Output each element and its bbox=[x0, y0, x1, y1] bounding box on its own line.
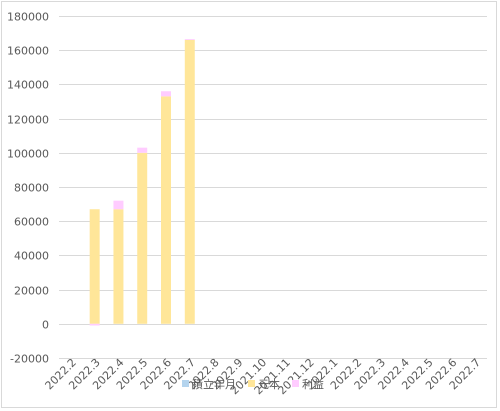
bar-元本-4 bbox=[161, 96, 171, 324]
y-tick-label-3: 40000 bbox=[14, 250, 49, 263]
y-axis: -20000 0 20000 40000 60000 80000 100000 120000 1… bbox=[7, 11, 49, 366]
y-tick-label-0: -20000 bbox=[10, 353, 49, 366]
bar-利益-1 bbox=[89, 323, 100, 326]
bar-元本-2 bbox=[113, 209, 124, 324]
y-tick-label-9: 160000 bbox=[7, 45, 49, 58]
bar-元本-3 bbox=[137, 152, 148, 324]
y-tick-label-4: 60000 bbox=[14, 216, 49, 229]
legend-label-0: 積立年月 bbox=[192, 377, 236, 391]
legend: 積立年月 元本 利益 bbox=[182, 377, 324, 391]
y-tick-label-8: 140000 bbox=[7, 79, 49, 92]
y-tick-label-7: 120000 bbox=[7, 114, 49, 127]
bar-元本-5 bbox=[184, 39, 195, 324]
y-tick-label-5: 80000 bbox=[14, 182, 49, 195]
x-axis: 2022.22022.32022.42022.52022.62022.72022… bbox=[43, 356, 484, 397]
legend-label-1: 元本 bbox=[258, 377, 280, 391]
bar-元本-1 bbox=[89, 209, 100, 324]
legend-swatch-2 bbox=[292, 380, 299, 387]
bar-利益-4 bbox=[161, 91, 171, 97]
y-tick-label-10: 180000 bbox=[7, 11, 49, 24]
legend-label-2: 利益 bbox=[302, 377, 324, 391]
y-tick-label-6: 100000 bbox=[7, 148, 49, 161]
bars bbox=[89, 39, 195, 326]
bar-利益-2 bbox=[113, 200, 124, 210]
legend-swatch-0 bbox=[182, 380, 189, 387]
y-tick-label-2: 20000 bbox=[14, 285, 49, 298]
y-tick-label-1: 0 bbox=[42, 319, 49, 332]
bar-利益-3 bbox=[137, 147, 148, 153]
legend-swatch-1 bbox=[248, 380, 255, 387]
bar-利益-5 bbox=[184, 39, 195, 40]
gridlines bbox=[59, 16, 487, 359]
